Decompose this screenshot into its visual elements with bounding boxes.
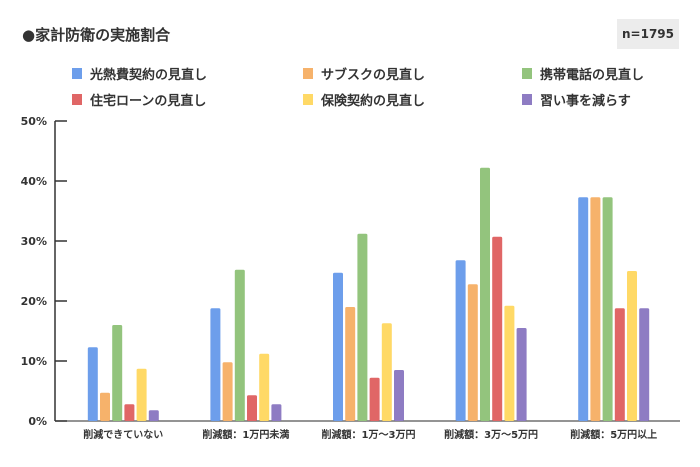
y-tick-label: 30% — [21, 235, 47, 248]
legend-swatch — [522, 68, 532, 79]
bar — [222, 362, 233, 421]
bar — [590, 197, 601, 421]
legend-label: 携帯電話の見直し — [540, 68, 645, 83]
bar — [345, 307, 356, 421]
legend-item: 習い事を減らす — [522, 90, 631, 109]
bar — [357, 233, 368, 421]
legend-swatch — [72, 68, 82, 79]
legend-label: 光熱費契約の見直し — [90, 68, 208, 83]
bar — [492, 236, 503, 421]
legend-swatch — [303, 68, 313, 79]
x-category-label: 削減額：5万円以上 — [570, 428, 657, 441]
y-tick-label: 10% — [21, 355, 47, 368]
bar — [394, 370, 404, 421]
x-category-label: 削減額：3万～5万円 — [444, 428, 538, 441]
legend-swatch — [72, 94, 82, 105]
bar — [259, 353, 270, 421]
legend-item: サブスクの見直し — [303, 64, 425, 83]
bar — [271, 404, 282, 421]
legend-label: 保険契約の見直し — [321, 94, 426, 109]
legend-swatch — [522, 94, 532, 105]
bar — [234, 269, 245, 421]
bar — [467, 284, 478, 421]
bar — [455, 260, 466, 421]
bar — [381, 323, 392, 421]
bar — [87, 347, 98, 421]
bar — [333, 272, 343, 421]
bar — [639, 308, 650, 421]
bar — [210, 308, 221, 421]
bar — [504, 305, 515, 421]
sample-size-badge: n=1795 — [617, 19, 679, 49]
bar — [136, 368, 147, 421]
legend-item: 携帯電話の見直し — [522, 64, 644, 83]
chart-title: ●家計防衛の実施割合 — [22, 26, 171, 44]
y-tick-label: 50% — [21, 115, 47, 128]
legend-item: 住宅ローンの見直し — [72, 90, 206, 109]
bar — [602, 197, 613, 421]
bar — [112, 325, 123, 421]
bar — [480, 167, 490, 421]
legend-item: 光熱費契約の見直し — [72, 64, 207, 83]
bar — [124, 404, 135, 421]
bar — [578, 197, 589, 421]
bar — [614, 308, 625, 421]
bar — [516, 328, 527, 421]
y-tick-label: 40% — [21, 175, 47, 188]
x-category-label: 削減額：1万円未満 — [202, 428, 289, 441]
x-category-label: 削減できていない — [83, 428, 163, 441]
y-tick-label: 0% — [28, 415, 47, 428]
bar — [100, 392, 110, 421]
x-category-label: 削減額：1万～3万円 — [322, 428, 416, 441]
bar — [627, 271, 637, 421]
bar — [369, 377, 380, 421]
y-tick-label: 20% — [21, 295, 47, 308]
legend-label: 習い事を減らす — [540, 94, 631, 109]
bar — [148, 410, 159, 421]
legend-swatch — [303, 94, 313, 105]
legend-label: 住宅ローンの見直し — [90, 94, 207, 109]
bar — [247, 395, 257, 421]
legend-item: 保険契約の見直し — [303, 90, 425, 109]
legend-label: サブスクの見直し — [321, 68, 426, 83]
